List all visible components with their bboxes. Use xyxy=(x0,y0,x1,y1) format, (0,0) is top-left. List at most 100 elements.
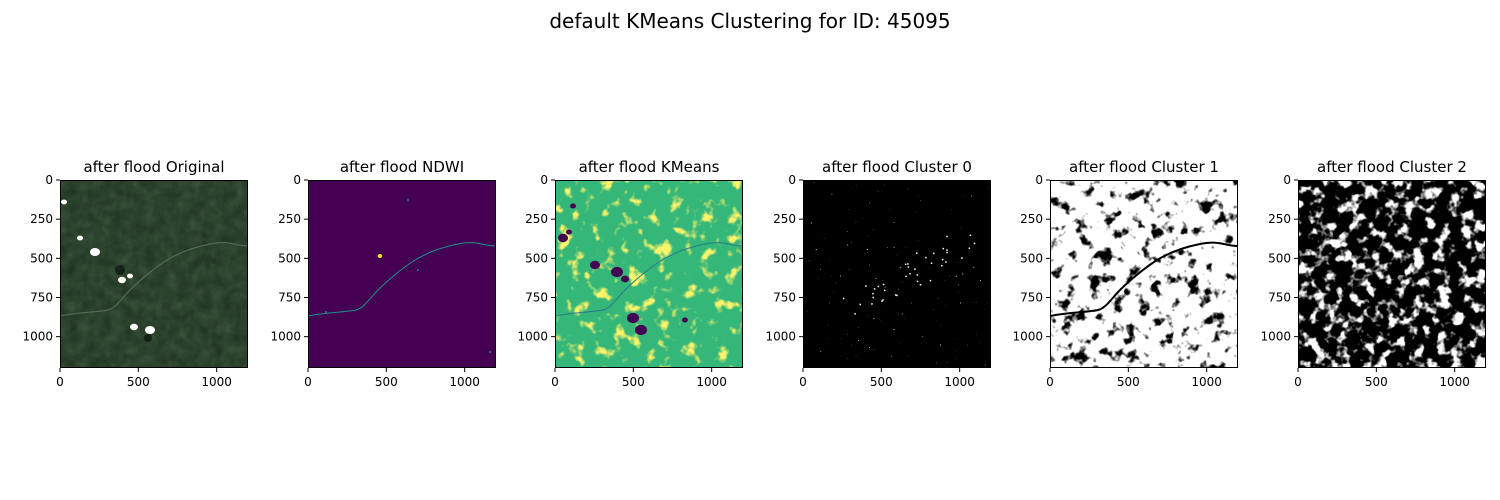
panel-image xyxy=(1298,180,1486,368)
x-tick-label: 500 xyxy=(870,375,893,389)
mask-pixel xyxy=(946,249,948,251)
y-tick-label: 250 xyxy=(773,212,796,226)
kmeans-class-purple xyxy=(621,275,629,283)
x-tick-label: 500 xyxy=(622,375,645,389)
y-tick-label: 0 xyxy=(45,173,53,187)
river-channel xyxy=(308,242,496,317)
y-tick-label: 250 xyxy=(1268,212,1291,226)
y-tick-label: 1000 xyxy=(22,330,53,344)
panel-5: after flood Cluster 1 0 500 1000 0 250 500 750 1… xyxy=(1012,158,1238,389)
y-tick-label: 750 xyxy=(773,291,796,305)
kmeans-class-purple xyxy=(566,229,572,235)
cloud xyxy=(61,199,67,205)
axes-frame xyxy=(1298,180,1486,368)
kmeans-class-purple xyxy=(627,312,639,324)
panel-1: after flood Original 0 500 1000 0 250 500 750 10… xyxy=(22,158,248,389)
y-tick-label: 250 xyxy=(525,212,548,226)
x-tick-label: 500 xyxy=(1365,375,1388,389)
river-channel xyxy=(60,242,248,317)
mask-pixel xyxy=(907,266,910,268)
figure-title: default KMeans Clustering for ID: 45095 xyxy=(549,9,950,33)
panel-title: after flood Cluster 2 xyxy=(1317,158,1467,176)
y-tick-label: 250 xyxy=(1020,212,1043,226)
y-tick-label: 500 xyxy=(278,251,301,265)
y-tick-label: 1000 xyxy=(270,330,301,344)
x-tick-label: 500 xyxy=(1117,375,1140,389)
axes-frame xyxy=(60,180,248,368)
mask-patches xyxy=(1298,180,1486,368)
panel-image xyxy=(60,180,248,368)
y-tick-label: 750 xyxy=(278,291,301,305)
mask-pixel xyxy=(873,288,876,290)
y-tick-label: 250 xyxy=(30,212,53,226)
x-tick-label: 500 xyxy=(127,375,150,389)
panel-title: after flood KMeans xyxy=(579,158,720,176)
water-pixel xyxy=(325,311,327,313)
x-tick-label: 0 xyxy=(304,375,312,389)
y-tick-label: 500 xyxy=(1020,251,1043,265)
mask-pixel xyxy=(916,274,919,276)
cloud-shadow xyxy=(144,334,152,342)
y-tick-label: 750 xyxy=(525,291,548,305)
mask-specks xyxy=(803,180,991,368)
mask-pixel xyxy=(942,247,944,250)
bright-pixel xyxy=(378,254,382,258)
y-tick-label: 500 xyxy=(525,251,548,265)
water-pixel xyxy=(407,199,409,201)
y-tick-label: 1000 xyxy=(765,330,796,344)
cloud xyxy=(130,323,138,331)
x-tick-label: 0 xyxy=(551,375,559,389)
panel-title: after flood NDWI xyxy=(340,158,464,176)
mask-pixel xyxy=(933,252,935,255)
terrain-texture xyxy=(60,180,248,368)
mask-pixel xyxy=(872,292,874,295)
x-tick-label: 0 xyxy=(56,375,64,389)
cloud xyxy=(118,276,126,284)
x-tick-label: 1000 xyxy=(201,375,232,389)
x-tick-label: 0 xyxy=(1046,375,1054,389)
kmeans-class-purple xyxy=(570,203,576,209)
x-tick-label: 0 xyxy=(799,375,807,389)
panel-image xyxy=(555,180,743,368)
y-tick-label: 750 xyxy=(1020,291,1043,305)
x-tick-label: 1000 xyxy=(1191,375,1222,389)
panel-title: after flood Cluster 1 xyxy=(1069,158,1219,176)
panel-image xyxy=(1050,180,1238,368)
panel-image xyxy=(803,180,991,368)
x-tick-label: 1000 xyxy=(696,375,727,389)
mask-pixel xyxy=(916,252,918,254)
panel-3: after flood KMeans 0 500 1000 0 250 500 750 1000 xyxy=(517,158,743,389)
axes-frame xyxy=(308,180,496,368)
kmeans-class-purple xyxy=(682,317,688,323)
cloud xyxy=(90,248,100,256)
mask-pixel xyxy=(909,272,911,275)
panel-4: after flood Cluster 0 0 500 1000 0 250 500 750 1… xyxy=(765,158,991,389)
mask-pixel xyxy=(882,283,885,286)
axes-frame xyxy=(1050,180,1238,368)
mask-pixel xyxy=(968,247,971,249)
x-tick-label: 500 xyxy=(375,375,398,389)
y-tick-label: 750 xyxy=(1268,291,1291,305)
mask-pixel xyxy=(881,300,883,302)
panel-2: after flood NDWI 0 500 1000 0 250 500 750 1000 xyxy=(270,158,496,389)
kmeans-class-purple xyxy=(590,260,600,270)
x-tick-label: 0 xyxy=(1294,375,1302,389)
mask-pixel xyxy=(865,285,867,287)
mask-pixel xyxy=(961,257,963,259)
mask-pixel xyxy=(884,289,886,292)
mask-pixel xyxy=(842,297,845,300)
mask-pixel xyxy=(882,299,884,301)
kmeans-class-purple xyxy=(558,233,568,243)
axes-frame xyxy=(803,180,991,368)
mask-pixel xyxy=(877,285,880,288)
panel-6: after flood Cluster 2 0 500 1000 0 250 500 750 1… xyxy=(1260,158,1486,389)
ndwi-background xyxy=(308,180,496,368)
mask-pixel xyxy=(894,294,897,296)
panel-title: after flood Original xyxy=(83,158,224,176)
x-tick-label: 1000 xyxy=(1439,375,1470,389)
kmeans-class-purple xyxy=(611,266,623,278)
mask-pixel xyxy=(907,263,909,265)
mask-pixel xyxy=(854,313,856,315)
mask-pixel xyxy=(914,268,916,270)
mask-pixel xyxy=(930,262,933,264)
